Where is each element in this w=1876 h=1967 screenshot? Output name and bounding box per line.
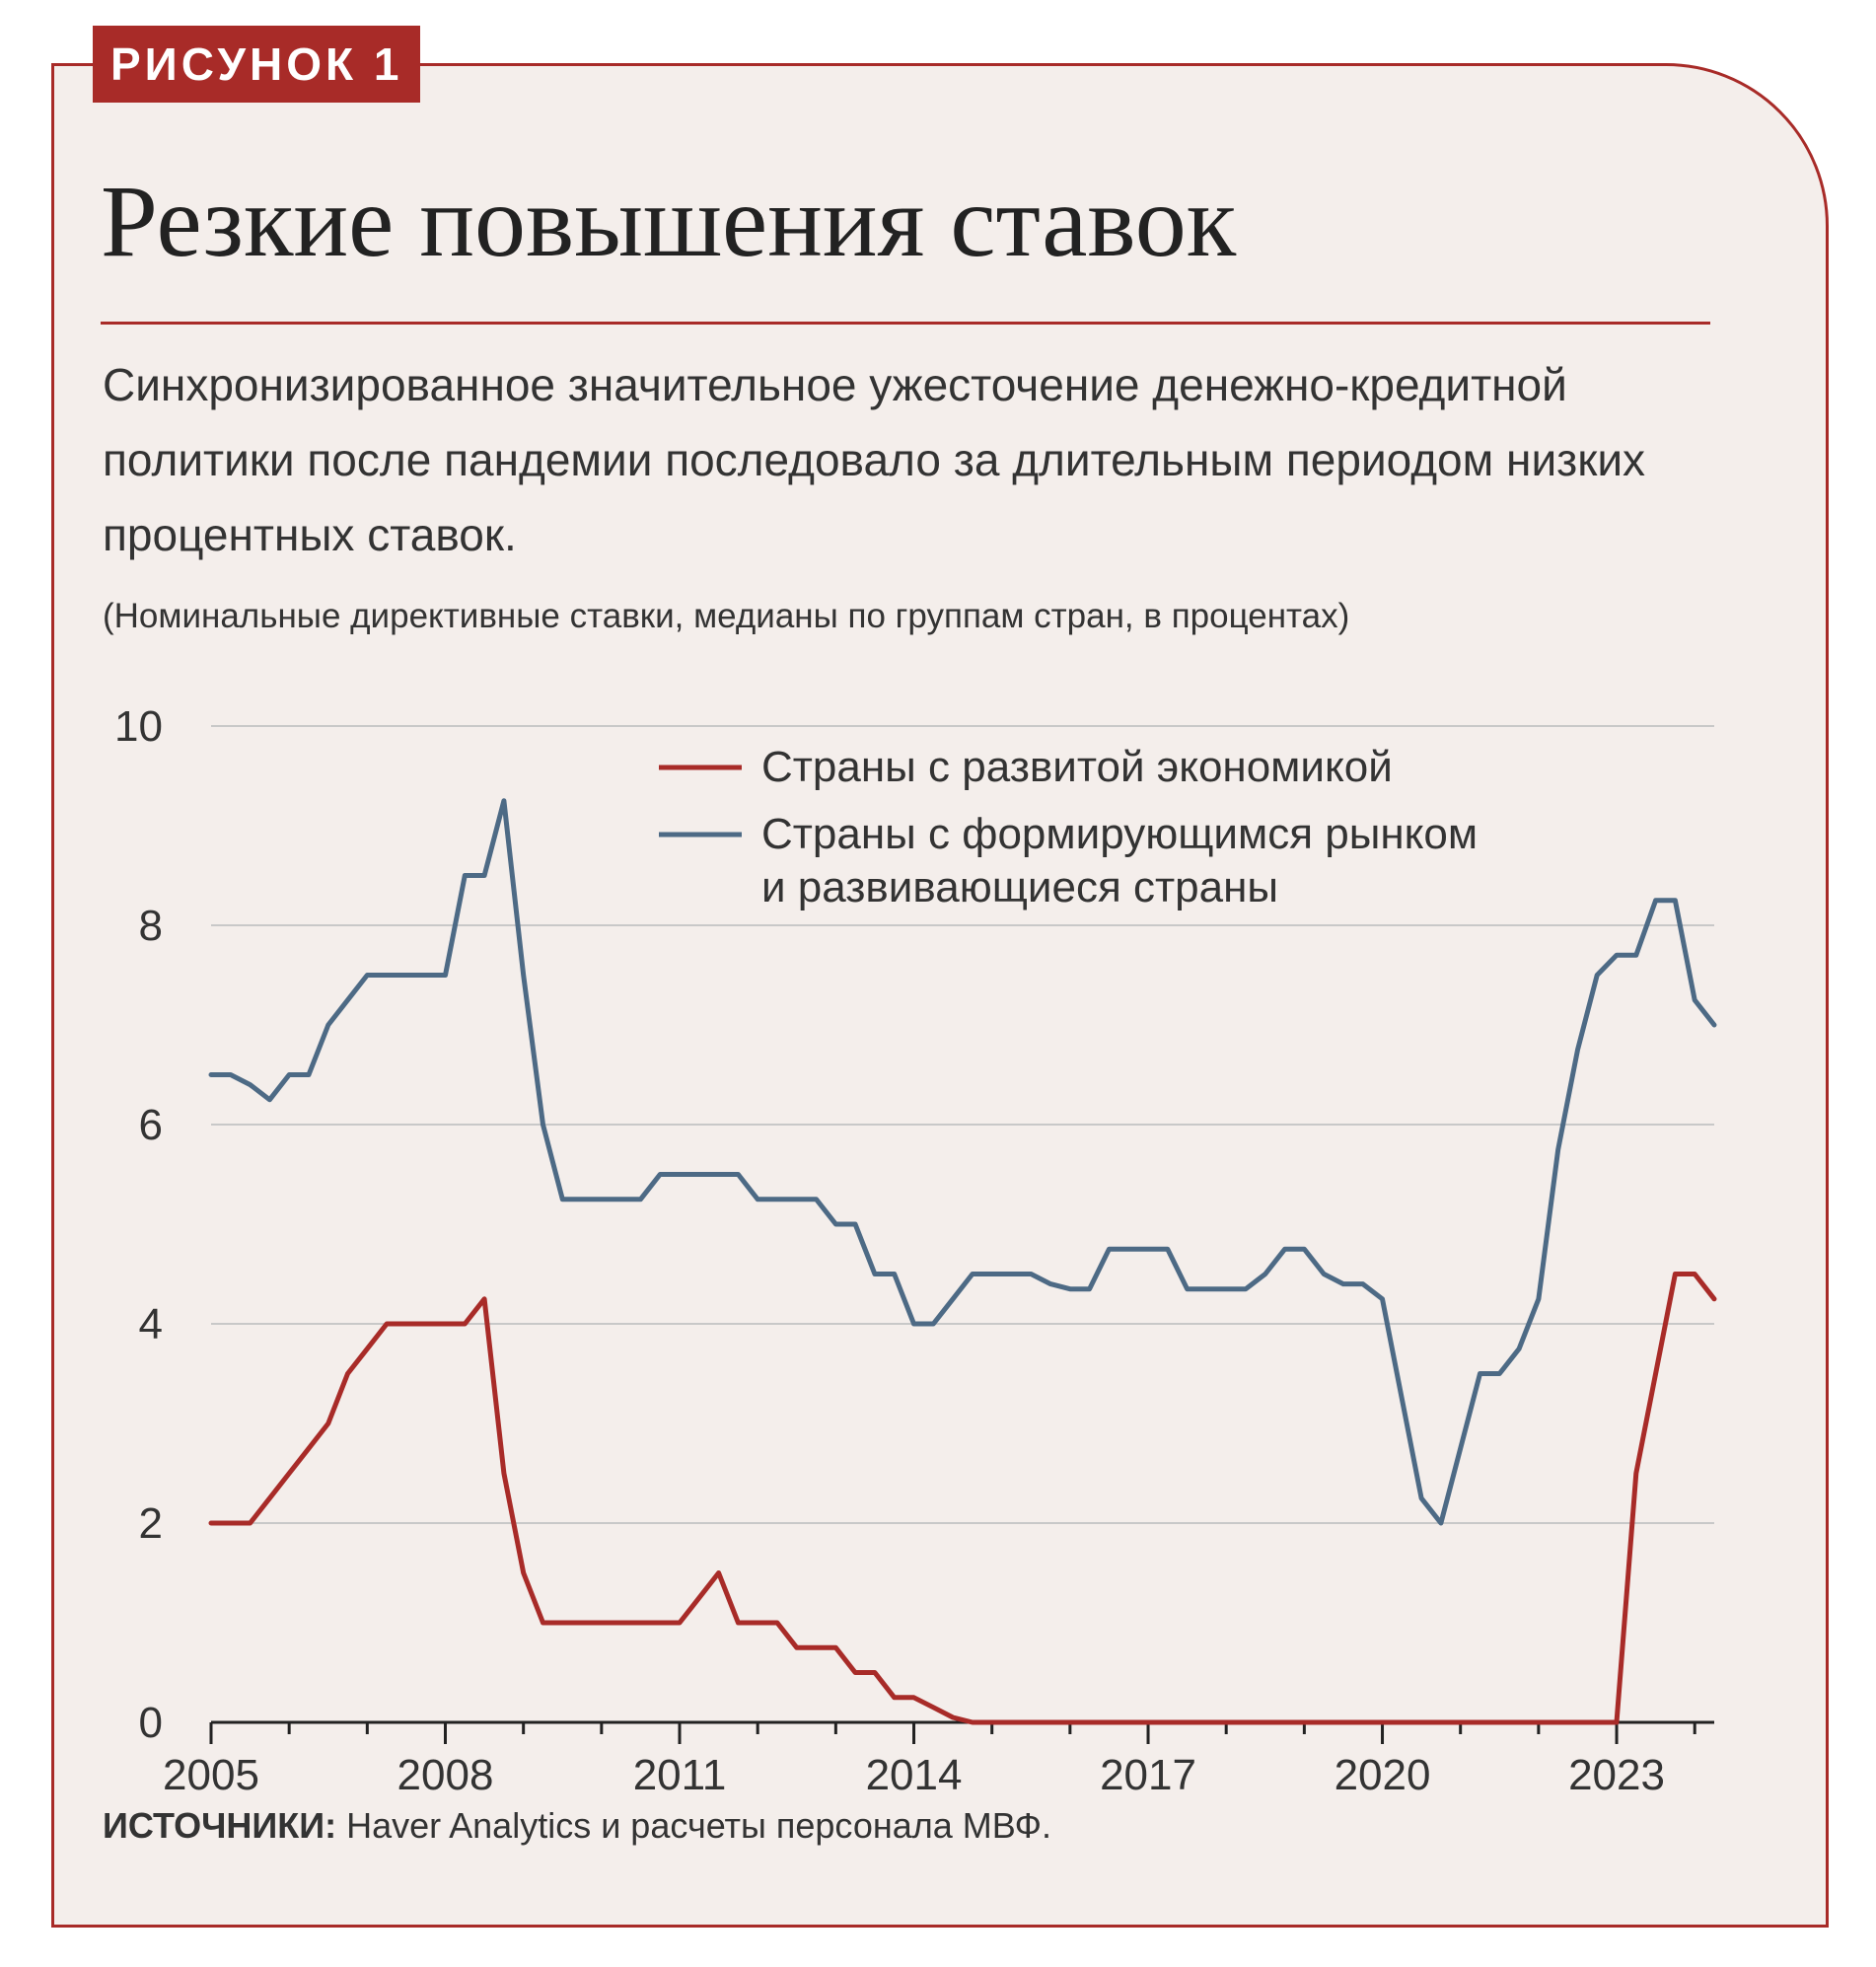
y-tick-label: 6 (139, 1101, 163, 1149)
x-tick-label: 2005 (163, 1751, 259, 1799)
series-line-emerging (208, 798, 1717, 1526)
y-tick-label: 2 (139, 1499, 163, 1548)
chart-title: Резкие повышения ставок (101, 165, 1237, 278)
x-tick-label: 2017 (1100, 1751, 1196, 1799)
y-axis-tick-labels: 0 2 4 6 8 10 (114, 702, 163, 1747)
series-lines (208, 798, 1717, 1725)
chart-legend: Страны с развитой экономикой Страны с фо… (659, 743, 1478, 911)
sources-label: ИСТОЧНИКИ: (103, 1805, 337, 1846)
x-tick-label: 2020 (1335, 1751, 1431, 1799)
x-tick-label: 2008 (397, 1751, 494, 1799)
y-tick-label: 4 (139, 1300, 163, 1348)
chart-subtitle: Синхронизированное значительное ужесточе… (103, 359, 1646, 560)
y-tick-label: 0 (139, 1699, 163, 1747)
y-tick-label: 8 (139, 902, 163, 950)
legend-label-emerging-line1: Страны с формирующимся рынком (761, 810, 1478, 858)
figure-label-badge: РИСУНОК 1 (93, 26, 421, 103)
units-note: (Номинальные директивные ставки, медианы… (103, 597, 1350, 635)
x-tick-label: 2023 (1568, 1751, 1665, 1799)
x-tick-label: 2014 (866, 1751, 963, 1799)
series-line-advanced (208, 1272, 1717, 1725)
legend-label-advanced: Страны с развитой экономикой (761, 743, 1393, 791)
y-tick-label: 10 (114, 702, 163, 751)
title-divider (101, 322, 1710, 325)
x-axis: 2005 2008 2011 2014 2017 2020 2023 (163, 1720, 1714, 1799)
legend-label-emerging-line2: и развивающиеся страны (761, 863, 1278, 911)
sources-text: Haver Analytics и расчеты персонала МВФ. (346, 1805, 1051, 1846)
figure-panel (51, 63, 1829, 1928)
sources-note: ИСТОЧНИКИ: Haver Analytics и расчеты пер… (103, 1805, 1051, 1847)
x-tick-label: 2011 (633, 1751, 727, 1799)
